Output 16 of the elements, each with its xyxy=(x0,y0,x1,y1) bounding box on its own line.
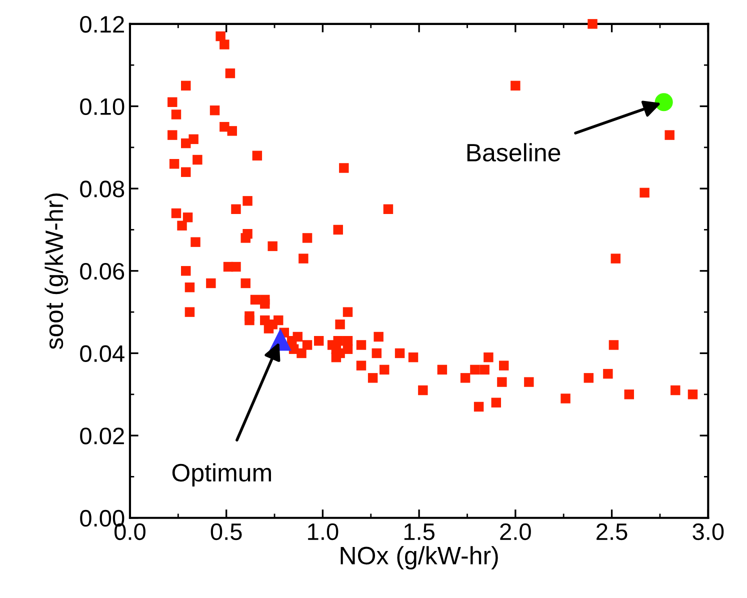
y-tick-label: 0.10 xyxy=(80,98,124,116)
x-axis-title: NOx (g/kW-hr) xyxy=(340,546,498,570)
annotation: Optimum xyxy=(172,463,271,487)
y-tick-label: 0.06 xyxy=(80,262,124,280)
x-tick-label: 3.0 xyxy=(692,523,724,540)
y-tick-label: 0.08 xyxy=(80,180,124,198)
x-tick-label: 2.5 xyxy=(596,523,628,540)
y-tick-label: 0.04 xyxy=(80,345,124,362)
y-axis-title: soot (g/kW-hr) xyxy=(44,193,68,350)
x-tick-label: 2.0 xyxy=(500,523,531,540)
y-tick-label: 0.02 xyxy=(80,428,124,444)
x-tick-label: 0.5 xyxy=(210,523,242,540)
x-tick-label: 1.0 xyxy=(308,523,338,540)
annotation: Baseline xyxy=(467,143,560,162)
y-tick-label: 0.12 xyxy=(80,16,124,33)
x-tick-label: 1.5 xyxy=(404,524,434,540)
